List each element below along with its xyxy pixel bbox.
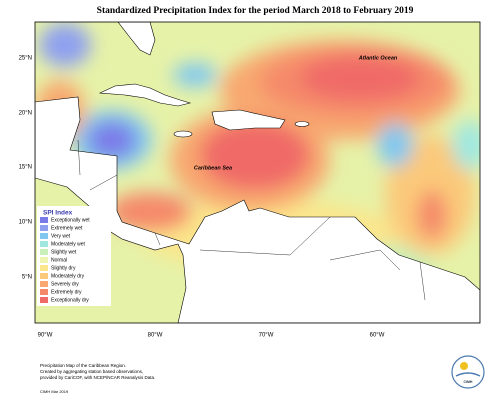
footer-note: Precipitation Map of the Caribbean Regio…: [40, 363, 126, 368]
legend-swatch: [40, 289, 48, 295]
borders: [77, 139, 426, 301]
logo-text: CIMH: [464, 380, 473, 384]
lat-tick-label: 20°N: [19, 111, 32, 117]
legend-swatch: [40, 257, 48, 263]
lon-tick-label: 60°W: [370, 333, 385, 339]
legend-swatch: [40, 297, 48, 303]
legend-swatch: [40, 265, 48, 271]
lat-tick-label: 10°N: [19, 220, 32, 226]
footer-note: provided by CariCOF, with NCEP/NCAR Rean…: [40, 375, 155, 380]
lon-tick-label: 70°W: [259, 333, 274, 339]
footer: Precipitation Map of the Caribbean Regio…: [40, 363, 155, 394]
legend-box: [37, 206, 111, 306]
legend-swatch: [40, 249, 48, 255]
logo: [451, 355, 485, 389]
legend-label: Exceptionally dry: [51, 297, 89, 303]
footer-note: Created by aggregating station based obs…: [40, 369, 143, 374]
legend-swatch: [40, 241, 48, 247]
logo-wave: [455, 372, 481, 377]
lon-tick-label: 90°W: [38, 333, 53, 339]
map-frame: [34, 21, 481, 324]
lat-tick-label: 15°N: [19, 165, 32, 171]
legend-swatch: [40, 233, 48, 239]
legend-swatch: [40, 225, 48, 231]
title: Standardized Precipitation Index for the…: [97, 6, 414, 16]
land: [35, 22, 480, 323]
logo-sun: [460, 362, 468, 370]
legend-title: SPI Index: [43, 210, 73, 217]
legend-swatch: [40, 281, 48, 287]
legend-swatch: [40, 217, 48, 223]
legend-label: Slightly dry: [51, 265, 76, 271]
legend-label: Extremely wet: [51, 225, 83, 231]
legend-label: Severely dry: [51, 281, 79, 287]
legend: SPI Index Exceptionally wet Extremely wet…: [37, 206, 111, 306]
legend-swatch: [40, 273, 48, 279]
legend-label: Slightly wet: [51, 249, 77, 255]
legend-label: Exceptionally wet: [51, 217, 90, 223]
legend-label: Moderately dry: [51, 273, 85, 279]
sea-label: Caribbean Sea: [194, 165, 232, 171]
legend-label: Normal: [51, 257, 67, 263]
lon-tick-label: 80°W: [148, 333, 163, 339]
lat-tick-label: 25°N: [19, 56, 32, 62]
legend-label: Very wet: [51, 233, 71, 239]
legend-label: Moderately wet: [51, 241, 86, 247]
legend-label: Extremely dry: [51, 289, 82, 295]
ocean-label: Atlantic Ocean: [358, 55, 398, 61]
axis-labels: 25°N 20°N 15°N 10°N 5°N 90°W 80°W 70°W 6…: [19, 56, 385, 339]
footer-credit: CIMH Mar 2019: [40, 389, 69, 394]
lat-tick-label: 5°N: [22, 275, 32, 281]
map-area: Atlantic Ocean Caribbean Sea: [35, 22, 480, 323]
